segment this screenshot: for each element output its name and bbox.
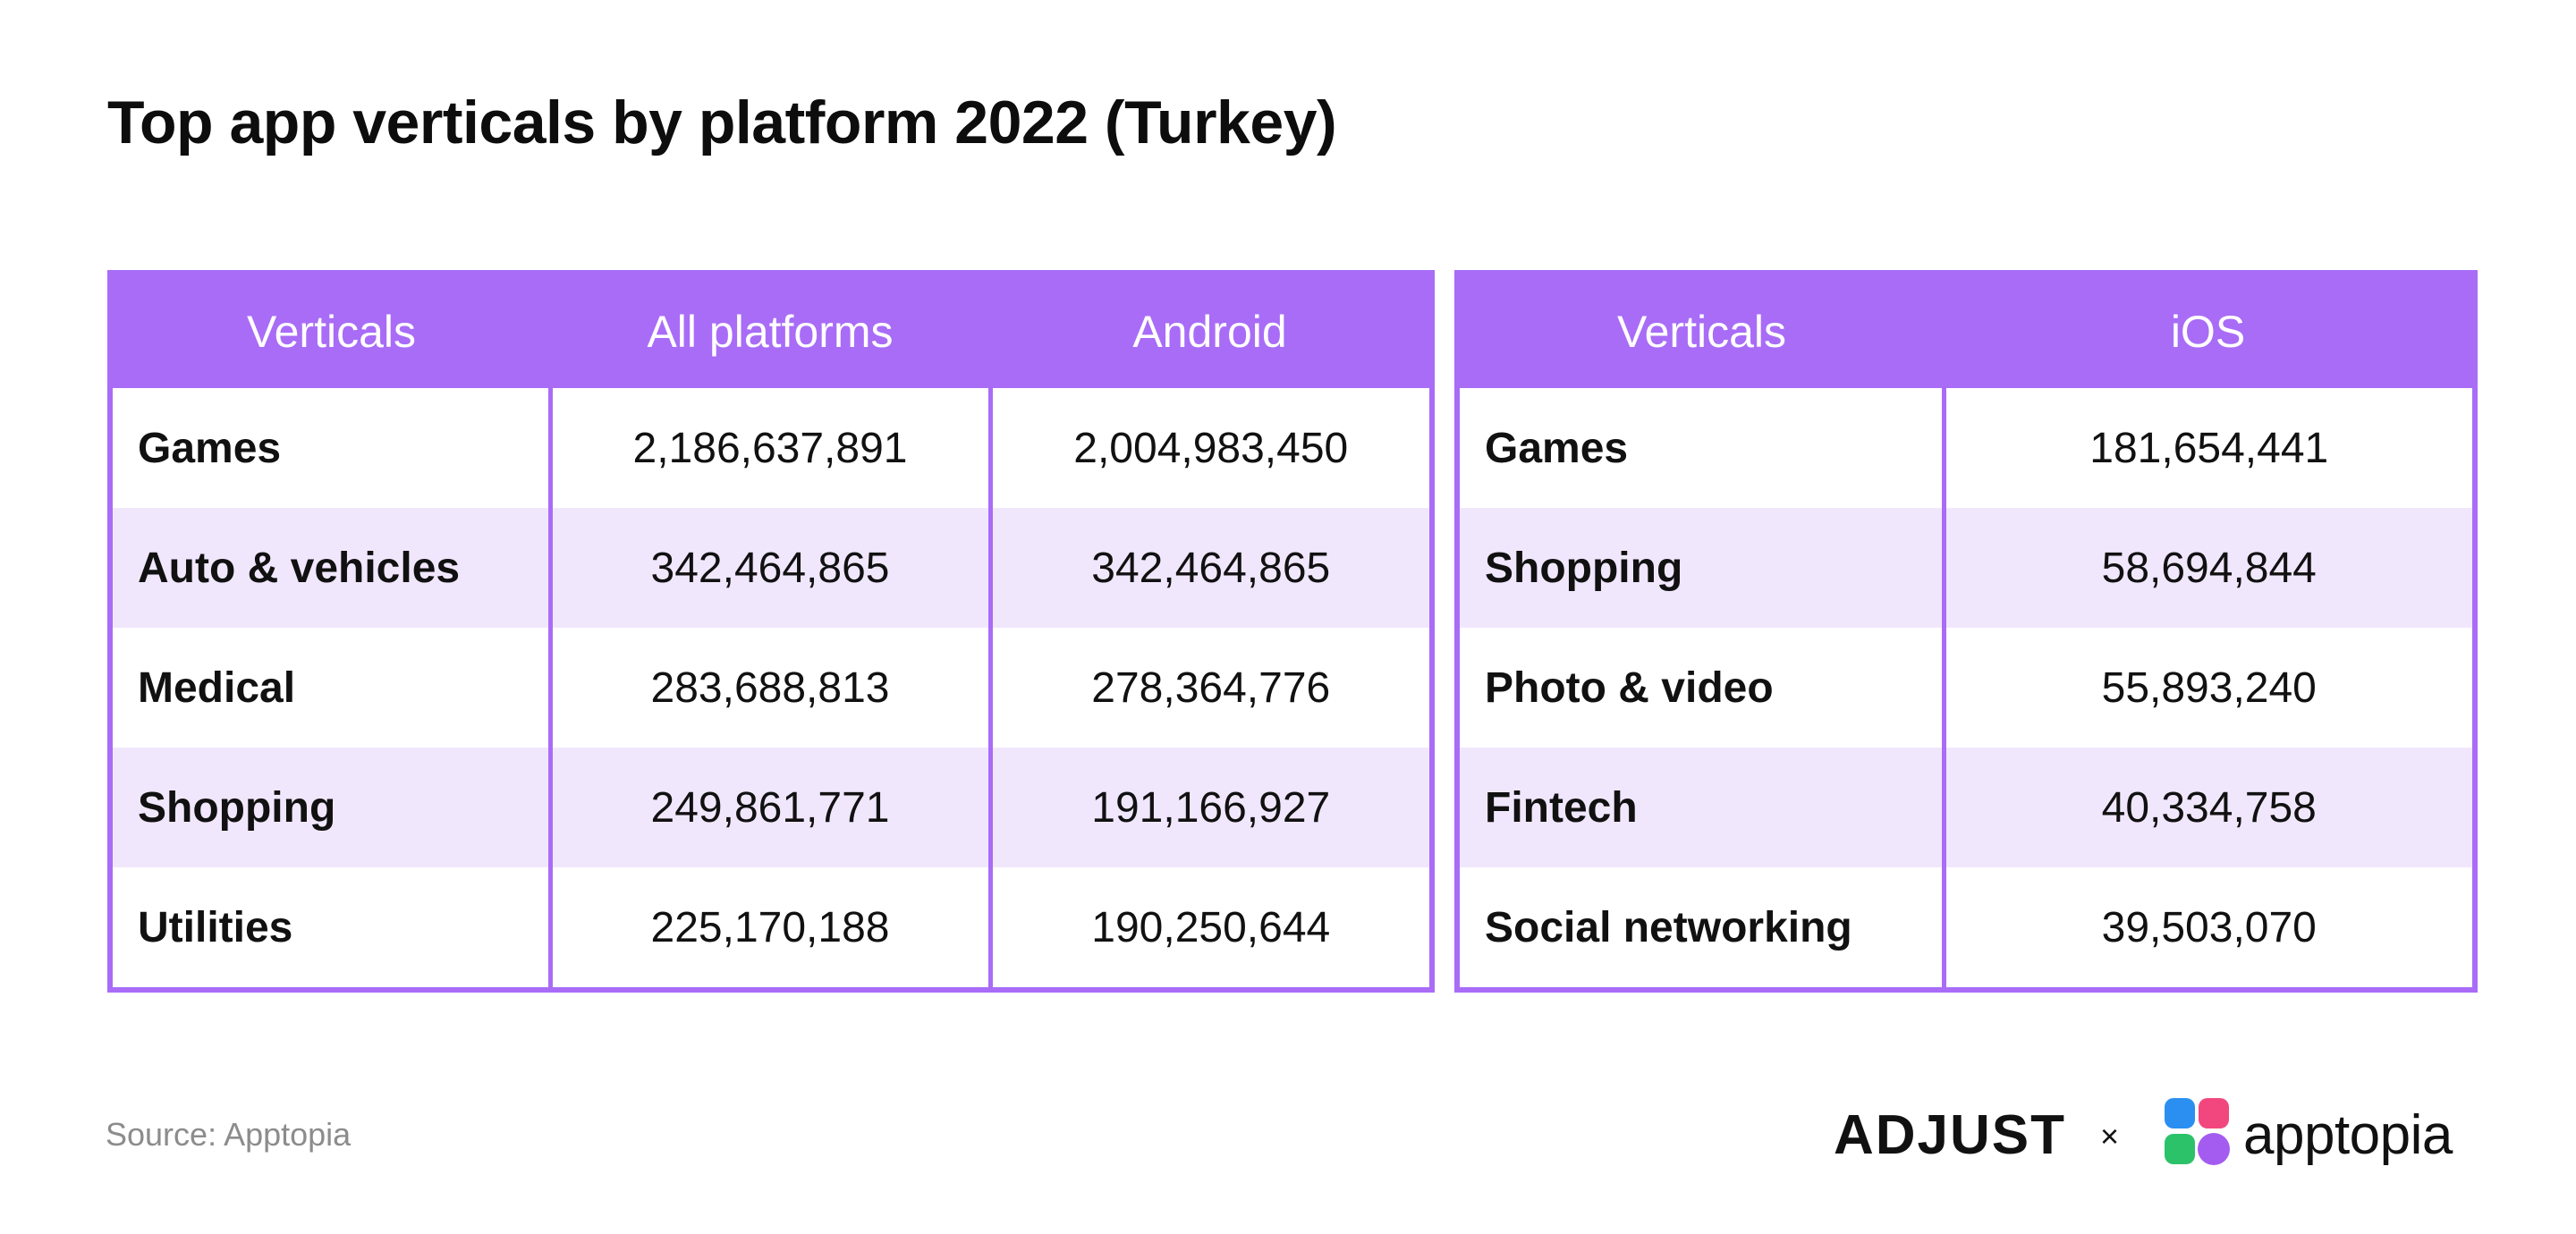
vertical-cell: Games [1454,388,1946,508]
partner-logos: ADJUST × apptopia [1834,1091,2478,1180]
all-platforms-cell: 2,186,637,891 [547,388,993,508]
apptopia-wordmark: apptopia [2243,1104,2453,1166]
table-row: Fintech 40,334,758 [1454,748,2478,867]
vertical-cell: Utilities [107,867,553,990]
android-cell: 191,166,927 [987,748,1435,867]
android-cell: 342,464,865 [987,508,1435,628]
android-cell: 278,364,776 [987,628,1435,748]
vertical-cell: Auto & vehicles [107,508,553,628]
vertical-cell: Shopping [1454,508,1946,628]
all-platforms-cell: 342,464,865 [547,508,993,628]
vertical-cell: Fintech [1454,748,1946,867]
table-row: Shopping 58,694,844 [1454,508,2478,628]
table-row: Utilities 225,170,188 190,250,644 [107,867,1435,990]
column-header-ios: iOS [1944,273,2475,388]
all-platforms-cell: 249,861,771 [547,748,993,867]
all-android-table: Verticals All platforms Android Games 2,… [107,270,1435,993]
column-header-verticals: Verticals [1457,273,1944,388]
column-header-android: Android [990,273,1432,388]
table-row: Games 2,186,637,891 2,004,983,450 [107,388,1435,508]
all-platforms-cell: 283,688,813 [547,628,993,748]
times-separator: × [2100,1118,2120,1154]
vertical-cell: Games [107,388,553,508]
ios-cell: 181,654,441 [1941,388,2478,508]
table-header-row: Verticals All platforms Android [110,273,1432,388]
ios-cell: 58,694,844 [1941,508,2478,628]
column-header-verticals: Verticals [110,273,550,388]
ios-cell: 55,893,240 [1941,628,2478,748]
table-row: Medical 283,688,813 278,364,776 [107,628,1435,748]
vertical-cell: Shopping [107,748,553,867]
column-header-all-platforms: All platforms [550,273,990,388]
vertical-cell: Social networking [1454,867,1946,990]
ios-cell: 39,503,070 [1941,867,2478,990]
apptopia-logo-icon [2165,1098,2230,1165]
adjust-logo: ADJUST [1834,1104,2067,1166]
ios-cell: 40,334,758 [1941,748,2478,867]
table-row: Shopping 249,861,771 191,166,927 [107,748,1435,867]
table-row: Photo & video 55,893,240 [1454,628,2478,748]
vertical-cell: Photo & video [1454,628,1946,748]
table-row: Auto & vehicles 342,464,865 342,464,865 [107,508,1435,628]
table-row: Social networking 39,503,070 [1454,867,2478,990]
android-cell: 2,004,983,450 [987,388,1435,508]
table-header-row: Verticals iOS [1457,273,2475,388]
source-note: Source: Apptopia [106,1116,352,1153]
vertical-cell: Medical [107,628,553,748]
android-cell: 190,250,644 [987,867,1435,990]
table-row: Games 181,654,441 [1454,388,2478,508]
page-title: Top app verticals by platform 2022 (Turk… [107,89,1337,156]
ios-table: Verticals iOS Games 181,654,441 Shopping… [1454,270,2478,993]
all-platforms-cell: 225,170,188 [547,867,993,990]
